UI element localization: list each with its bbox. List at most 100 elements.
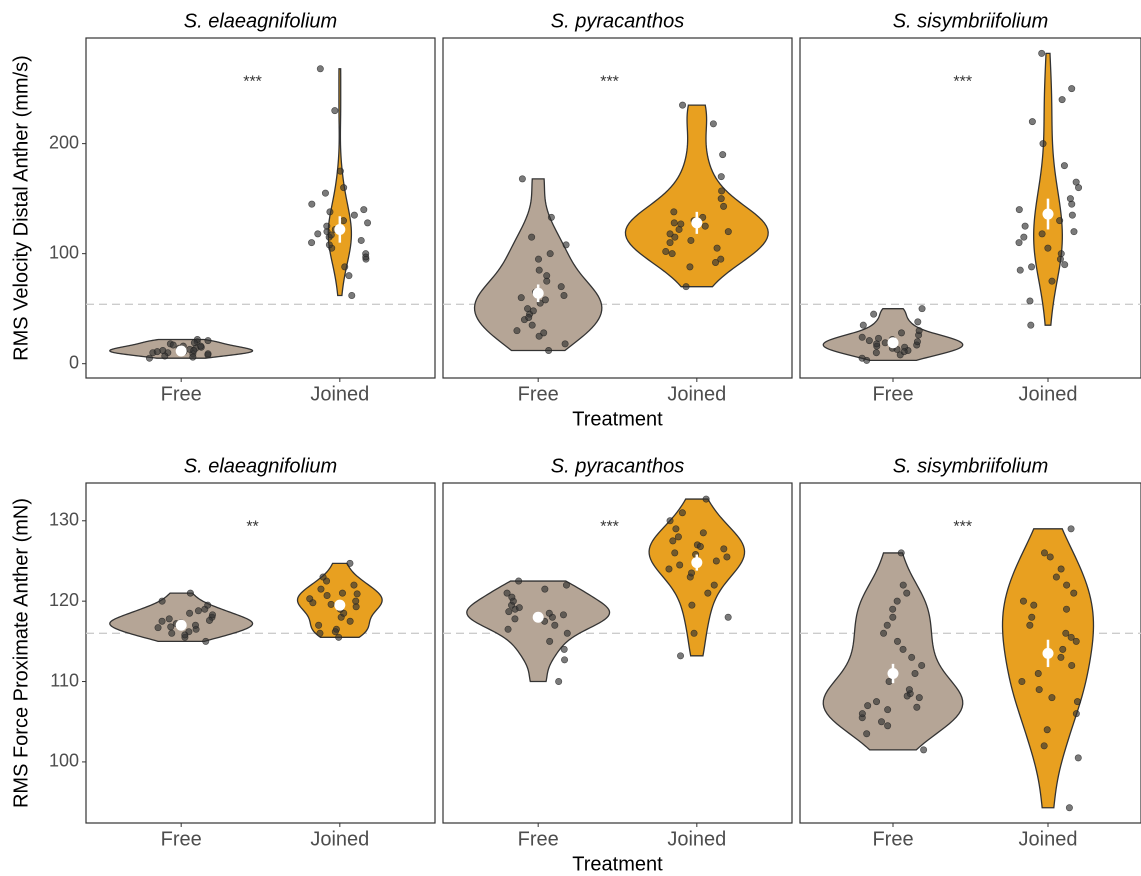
data-point: [1046, 553, 1054, 561]
data-point: [701, 222, 709, 230]
data-point: [858, 333, 866, 341]
data-point: [885, 678, 893, 686]
data-point: [662, 247, 670, 255]
data-point: [666, 517, 674, 525]
data-point: [1052, 573, 1060, 581]
x-tick-label: Joined: [310, 383, 369, 405]
data-point: [525, 313, 533, 321]
data-point: [161, 352, 169, 360]
violin: [1001, 528, 1095, 809]
panel-frame: [85, 37, 436, 379]
data-point: [1057, 565, 1065, 573]
mean-point: [334, 599, 346, 611]
significance: ***: [953, 518, 972, 535]
data-point: [339, 217, 347, 225]
data-point: [528, 233, 536, 241]
data-point: [1040, 742, 1048, 750]
data-point: [364, 219, 372, 227]
data-point: [710, 581, 718, 589]
data-point: [1016, 266, 1024, 274]
data-point: [903, 692, 911, 700]
data-point: [197, 342, 205, 350]
mean-point: [691, 217, 703, 229]
data-point: [1063, 581, 1071, 589]
violin: [466, 580, 611, 683]
data-point: [190, 339, 198, 347]
data-point: [346, 617, 354, 625]
data-point: [883, 621, 891, 629]
data-point: [915, 694, 923, 702]
panel-title: S. pyracanthos: [551, 455, 684, 477]
data-point: [676, 561, 684, 569]
data-point: [688, 569, 696, 577]
panel-title: S. elaeagnifolium: [184, 10, 337, 32]
data-point: [1039, 140, 1047, 148]
data-point: [515, 604, 523, 612]
data-point: [541, 585, 549, 593]
data-point: [688, 601, 696, 609]
x-tick-label: Free: [518, 828, 559, 850]
data-point: [534, 255, 542, 263]
data-point: [513, 327, 521, 335]
data-point: [145, 354, 153, 362]
data-point: [1072, 178, 1080, 186]
data-point: [899, 581, 907, 589]
data-point: [348, 291, 356, 299]
x-tick-label: Free: [872, 383, 913, 405]
data-point: [515, 577, 523, 585]
y-axis-label: RMS Force Proximate Anther (mN): [10, 498, 32, 808]
data-point: [1059, 645, 1067, 653]
data-point: [897, 549, 905, 557]
panel-frame: [442, 37, 793, 379]
data-point: [165, 615, 173, 623]
data-point: [1068, 661, 1076, 669]
data-point: [665, 565, 673, 573]
data-point: [889, 605, 897, 613]
data-point: [315, 621, 323, 629]
data-point: [181, 631, 189, 639]
data-point: [669, 537, 677, 545]
data-point: [913, 703, 921, 711]
data-point: [918, 305, 926, 313]
data-point: [338, 589, 346, 597]
data-point: [1067, 525, 1075, 533]
x-tick-label: Joined: [1019, 383, 1078, 405]
mean-point: [532, 611, 544, 623]
data-point: [191, 621, 199, 629]
data-point: [316, 65, 324, 73]
data-point: [209, 611, 217, 619]
data-point: [158, 617, 166, 625]
mean-point: [1042, 208, 1054, 220]
y-tick-label: 110: [50, 670, 79, 690]
x-tick-label: Joined: [310, 828, 369, 850]
x-axis-label: Treatment: [572, 853, 663, 875]
x-tick-label: Free: [161, 828, 202, 850]
data-point: [511, 615, 519, 623]
mean-point: [691, 557, 703, 569]
data-point: [884, 722, 892, 730]
data-point: [1068, 85, 1076, 93]
y-axis-label: RMS Velocity Distal Anther (mm/s): [10, 55, 32, 361]
data-point: [186, 609, 194, 617]
significance: **: [246, 518, 258, 535]
data-point: [724, 613, 732, 621]
data-point: [1035, 686, 1043, 694]
data-point: [1044, 244, 1052, 252]
data-point: [563, 629, 571, 637]
data-point: [881, 339, 889, 347]
x-tick-label: Joined: [667, 383, 726, 405]
data-point: [528, 321, 536, 329]
y-tick-label: 130: [49, 510, 79, 530]
panel-title: S. sisymbriifolium: [893, 455, 1049, 477]
data-point: [194, 607, 202, 615]
data-point: [1067, 633, 1075, 641]
y-tick-label: 120: [49, 590, 79, 610]
data-point: [696, 542, 704, 550]
data-point: [713, 244, 721, 252]
y-tick-label: 200: [49, 132, 79, 152]
data-point: [189, 353, 197, 361]
x-tick-label: Free: [872, 828, 913, 850]
panel-title: S. elaeagnifolium: [184, 455, 337, 477]
data-point: [1058, 96, 1066, 104]
data-point: [562, 241, 570, 249]
